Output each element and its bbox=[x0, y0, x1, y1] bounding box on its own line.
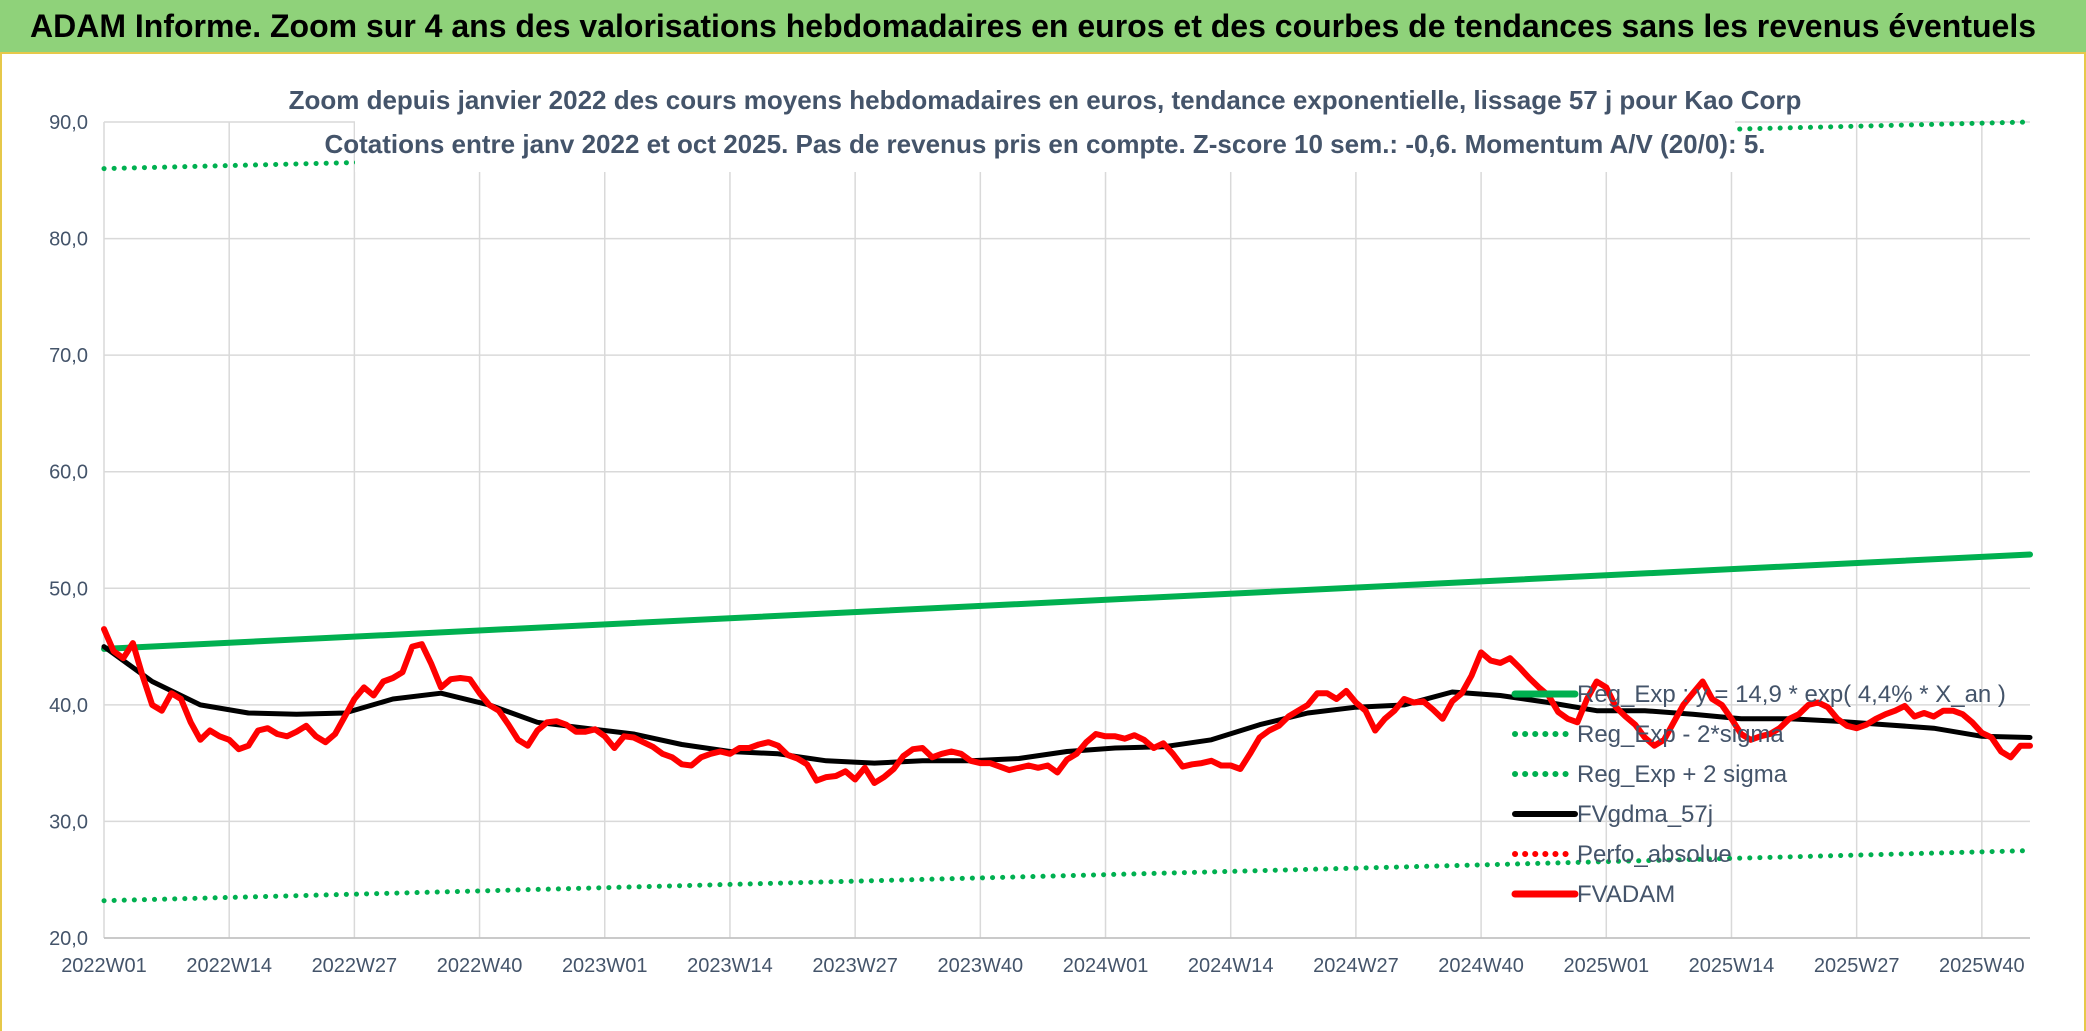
x-tick-label: 2022W01 bbox=[61, 955, 147, 977]
fvgdma-57j-line bbox=[101, 644, 2033, 766]
x-tick-label: 2025W01 bbox=[1563, 955, 1649, 977]
legend-label: FVADAM bbox=[1577, 881, 1675, 908]
x-tick-label: 2023W01 bbox=[562, 955, 648, 977]
x-tick-label: 2025W27 bbox=[1814, 955, 1900, 977]
x-tick-label: 2023W40 bbox=[938, 955, 1024, 977]
reg-exp-line bbox=[101, 551, 2033, 652]
chart-title: Zoom depuis janvier 2022 des cours moyen… bbox=[289, 85, 1802, 115]
chart-frame bbox=[0, 54, 2086, 1031]
x-tick-label: 2022W27 bbox=[312, 955, 398, 977]
legend-label: FVgdma_57j bbox=[1577, 801, 1713, 828]
legend-label: Perfo_absolue bbox=[1577, 841, 1732, 868]
y-tick-label: 50,0 bbox=[49, 578, 88, 600]
x-tick-label: 2023W14 bbox=[687, 955, 773, 977]
title-box bbox=[355, 82, 1735, 172]
x-tick-label: 2025W14 bbox=[1689, 955, 1775, 977]
x-tick-label: 2022W40 bbox=[437, 955, 523, 977]
report-banner: ADAM Informe. Zoom sur 4 ans des valoris… bbox=[0, 0, 2086, 54]
legend-label: Reg_Exp : y = 14,9 * exp( 4,4% * X_an ) bbox=[1577, 681, 2006, 708]
legend-label: Reg_Exp + 2 sigma bbox=[1577, 761, 1788, 788]
x-tick-label: 2024W14 bbox=[1188, 955, 1274, 977]
x-tick-label: 2024W40 bbox=[1438, 955, 1524, 977]
reg-exp-minus-2sigma-line bbox=[101, 848, 2033, 904]
y-tick-label: 90,0 bbox=[49, 112, 88, 134]
report-title: ADAM Informe. Zoom sur 4 ans des valoris… bbox=[30, 8, 2036, 44]
y-tick-label: 20,0 bbox=[49, 928, 88, 950]
x-tick-label: 2022W14 bbox=[186, 955, 272, 977]
chart-subtitle: Cotations entre janv 2022 et oct 2025. P… bbox=[324, 129, 1765, 159]
y-tick-label: 60,0 bbox=[49, 462, 88, 484]
x-tick-label: 2024W01 bbox=[1063, 955, 1149, 977]
x-tick-label: 2023W27 bbox=[812, 955, 898, 977]
y-tick-label: 40,0 bbox=[49, 695, 88, 717]
legend-label: Reg_Exp - 2*sigma bbox=[1577, 721, 1784, 748]
x-tick-label: 2024W27 bbox=[1313, 955, 1399, 977]
fvadam-line bbox=[101, 626, 2033, 786]
y-tick-label: 80,0 bbox=[49, 229, 88, 251]
x-tick-label: 2025W40 bbox=[1939, 955, 2025, 977]
y-tick-label: 30,0 bbox=[49, 811, 88, 833]
y-tick-label: 70,0 bbox=[49, 345, 88, 367]
